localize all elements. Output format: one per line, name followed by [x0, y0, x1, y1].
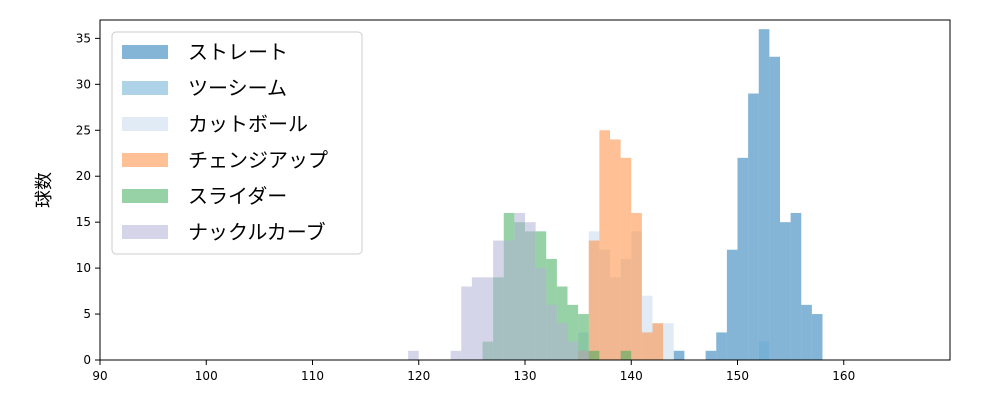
bar-5-0: [408, 350, 419, 360]
bar-0-8: [780, 222, 791, 360]
legend-swatch-3: [122, 153, 168, 167]
legend-label-1: ツーシーム: [188, 76, 287, 100]
x-tick-label-1: 100: [195, 369, 218, 383]
bar-3-1: [588, 240, 600, 360]
x-tick-label-3: 120: [407, 369, 430, 383]
y-axis-label: 球数: [34, 172, 55, 208]
bar-4-7: [556, 286, 568, 360]
bar-5-3: [471, 277, 483, 360]
legend-swatch-1: [122, 81, 168, 95]
bar-5-4: [482, 277, 494, 360]
x-tick-label-2: 110: [301, 369, 324, 383]
bar-3-4: [620, 157, 632, 360]
bar-5-13: [578, 350, 589, 360]
bar-5-10: [546, 304, 557, 360]
bar-5-1: [450, 350, 462, 360]
bar-3-2: [599, 130, 610, 360]
y-tick-label-0: 0: [83, 353, 91, 367]
y-tick-label-5: 25: [76, 123, 91, 137]
bar-0-10: [801, 304, 812, 360]
bar-0-5: [748, 93, 759, 360]
bar-2-8: [663, 323, 674, 360]
y-tick-label-6: 30: [76, 77, 91, 91]
legend-label-5: ナックルカーブ: [188, 220, 326, 244]
x-tick-label-0: 90: [92, 369, 107, 383]
bar-5-2: [461, 286, 472, 360]
bar-0-7: [769, 56, 780, 361]
x-tick-label-6: 150: [726, 369, 749, 383]
bar-0-1: [705, 350, 717, 360]
bar-5-11: [556, 323, 568, 360]
bar-4-9: [578, 314, 589, 360]
x-tick-label-5: 140: [620, 369, 643, 383]
legend-swatch-5: [122, 225, 168, 239]
bars-layer: [408, 29, 823, 361]
bar-1-0: [758, 341, 770, 360]
bar-5-12: [567, 341, 579, 360]
bar-2-6: [641, 295, 653, 360]
y-axis: 0 5 10 15 20 25 30 35: [76, 31, 100, 367]
bar-3-5: [631, 212, 642, 360]
x-tick-label-7: 160: [832, 369, 855, 383]
y-tick-label-1: 5: [83, 307, 91, 321]
bar-0-11: [811, 314, 823, 360]
bar-5-8: [525, 222, 536, 360]
legend-label-0: ストレート: [188, 40, 288, 64]
bar-5-5: [493, 240, 504, 360]
bar-4-8: [567, 304, 579, 360]
legend-label-3: チェンジアップ: [188, 148, 328, 172]
legend-box: [111, 31, 363, 255]
bar-5-6: [503, 240, 515, 360]
bar-3-3: [610, 139, 621, 360]
y-tick-label-3: 15: [76, 215, 91, 229]
bar-0-3: [726, 249, 738, 360]
bar-0-2: [716, 332, 727, 360]
legend-label-4: スライダー: [188, 184, 287, 208]
bar-0-9: [790, 212, 802, 360]
bar-4-11: [620, 350, 632, 360]
y-tick-label-7: 35: [76, 31, 91, 45]
bar-0-6: [758, 29, 770, 361]
bar-5-9: [535, 268, 547, 360]
y-tick-label-2: 10: [76, 261, 91, 275]
y-tick-label-4: 20: [76, 169, 91, 183]
x-tick-label-4: 130: [514, 369, 537, 383]
legend-swatch-2: [122, 117, 168, 131]
legend-swatch-4: [122, 189, 168, 203]
bar-3-7: [652, 323, 664, 360]
x-axis: 90 100 110 120 130 140 150 160: [92, 360, 855, 383]
bar-5-7: [514, 212, 525, 360]
bar-0-4: [737, 157, 749, 360]
legend-label-2: カットボール: [188, 112, 308, 136]
bar-0-0: [673, 350, 685, 360]
bar-4-10: [588, 350, 600, 360]
legend-swatch-0: [122, 45, 168, 59]
bar-3-6: [641, 332, 653, 360]
